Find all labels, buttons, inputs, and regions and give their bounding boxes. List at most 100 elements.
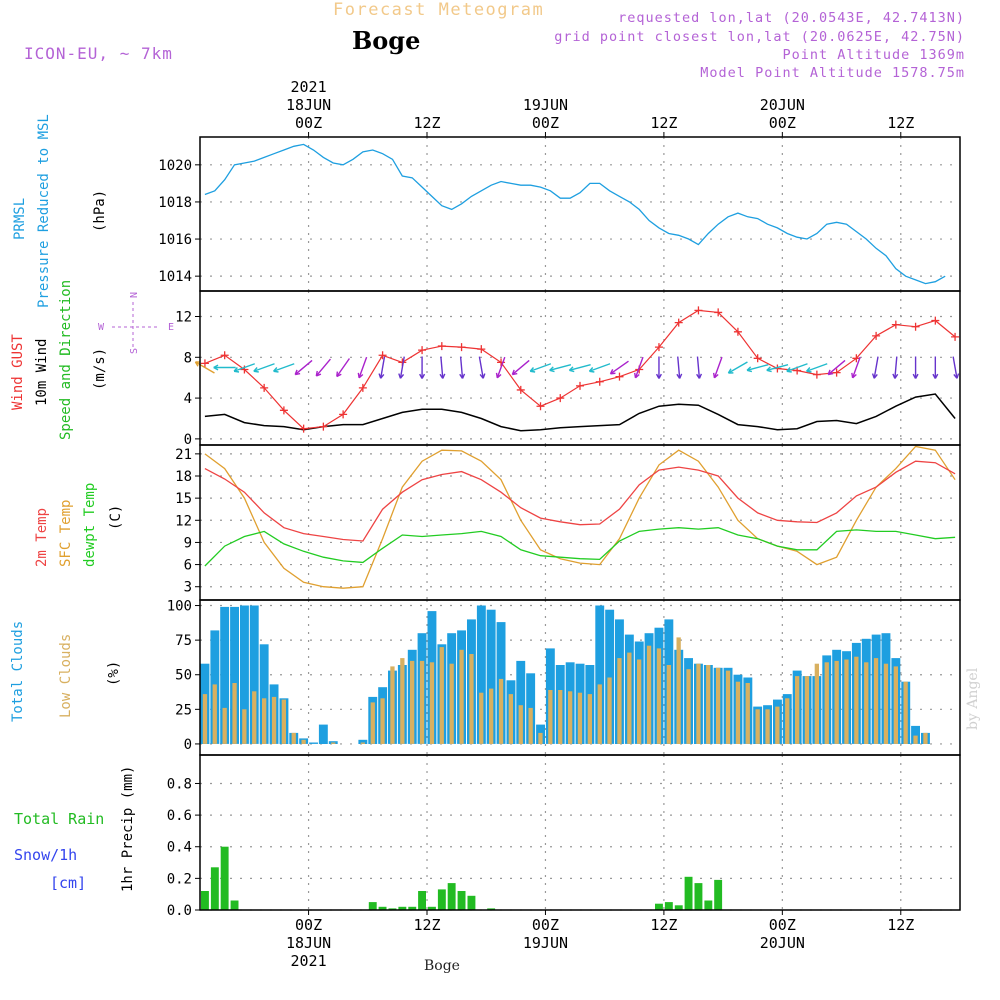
precip-label-snow: Snow/1h xyxy=(14,846,77,864)
wind-direction-arrow xyxy=(440,356,444,379)
wind-speed-line xyxy=(204,393,956,432)
low-cloud-bar xyxy=(854,656,859,744)
top-time-label: 00Z xyxy=(769,114,796,132)
total-cloud-bar xyxy=(240,605,249,744)
low-cloud-bar xyxy=(558,690,563,744)
requested-coords: requested lon,lat (20.0543E, 42.7413N) xyxy=(618,10,965,26)
wind-gust-point xyxy=(339,410,348,419)
low-cloud-bar xyxy=(370,702,375,744)
temp-y-tick-label: 9 xyxy=(184,535,192,551)
rain-bar xyxy=(388,908,397,910)
wind-y-tick-label: 0 xyxy=(184,432,192,448)
low-cloud-bar xyxy=(508,694,513,744)
wind-direction-arrowhead xyxy=(529,367,536,373)
wind-direction-arrowhead xyxy=(746,366,753,373)
footer-place-name: Boge xyxy=(424,958,460,974)
bottom-time-label: 12Z xyxy=(413,916,440,934)
total-cloud-bar xyxy=(476,605,486,744)
rain-bar xyxy=(368,902,377,910)
wind-gust-point xyxy=(832,368,841,377)
low-cloud-bar xyxy=(597,684,602,744)
rain-bar xyxy=(447,883,456,910)
wind-direction-arrow xyxy=(253,363,275,372)
low-cloud-bar xyxy=(864,662,869,744)
sfc-temp-line xyxy=(204,445,956,589)
low-cloud-bar xyxy=(725,670,731,744)
total-cloud-bar xyxy=(516,660,526,744)
top-time-label: 12Z xyxy=(650,114,677,132)
wind-direction-arrowhead xyxy=(568,366,575,373)
wind-gust-point xyxy=(615,372,624,381)
precip-unit-label: 1hr Precip (mm) xyxy=(120,766,136,892)
rain-bar xyxy=(201,891,209,910)
wind-label-direction: Speed and Direction xyxy=(58,280,74,440)
low-cloud-bar xyxy=(577,692,583,744)
temp-y-tick-label: 21 xyxy=(175,447,192,463)
precip-y-tick-label: 0.6 xyxy=(167,808,192,824)
low-cloud-bar xyxy=(617,658,622,744)
temp-label-dewpt: dewpt Temp xyxy=(82,483,98,567)
low-cloud-bar xyxy=(360,742,365,744)
cloud-unit-label: (%) xyxy=(106,661,122,686)
low-cloud-bar xyxy=(834,660,839,744)
wind-gust-point xyxy=(516,385,525,394)
cloud-y-tick-label: 0 xyxy=(184,737,192,753)
wind-direction-arrowhead xyxy=(786,367,792,373)
wind-direction-arrowhead xyxy=(479,373,486,379)
low-cloud-bar xyxy=(390,666,395,744)
wind-direction-arrowhead xyxy=(419,373,426,379)
total-cloud-bar xyxy=(309,742,318,744)
low-cloud-bar xyxy=(676,637,681,744)
cloud-label-low: Low Clouds xyxy=(58,634,74,718)
top-date-label: 18JUN xyxy=(286,96,331,114)
rain-bar xyxy=(467,895,476,910)
wind-direction-arrowhead xyxy=(827,369,834,376)
bottom-date-label: 19JUN xyxy=(523,934,568,952)
low-cloud-bar xyxy=(666,665,671,744)
wind-gust-point xyxy=(891,320,900,329)
wind-direction-arrow xyxy=(569,363,591,372)
temp-unit-label: (C) xyxy=(108,505,124,530)
total-cloud-bar xyxy=(595,605,605,744)
wind-direction-arrow xyxy=(273,363,295,372)
wind-direction-arrowhead xyxy=(712,372,719,379)
wind-gust-point xyxy=(378,351,387,360)
pressure-y-tick-label: 1018 xyxy=(158,195,192,211)
top-date-label: 19JUN xyxy=(523,96,568,114)
low-cloud-bar xyxy=(627,652,632,744)
precip-y-tick-label: 0.8 xyxy=(167,776,192,792)
wind-direction-arrow xyxy=(952,356,958,379)
precip-label-rain: Total Rain xyxy=(14,810,104,828)
pressure-y-tick-label: 1014 xyxy=(158,269,192,285)
wind-direction-arrowhead xyxy=(273,367,279,373)
rain-bar xyxy=(714,879,723,910)
temp-panel-frame xyxy=(199,444,961,601)
low-cloud-bar xyxy=(646,645,652,744)
wind-direction-arrow xyxy=(713,356,723,379)
wind-gust-point xyxy=(358,383,367,392)
temp-y-tick-label: 18 xyxy=(175,469,192,485)
rain-bar xyxy=(398,906,407,910)
wind-gust-line xyxy=(204,309,956,430)
low-cloud-bar xyxy=(538,732,543,744)
wind-gust-point xyxy=(812,370,821,379)
low-cloud-bar xyxy=(706,665,711,744)
rain-bar xyxy=(220,846,229,910)
chart-title: Forecast Meteogram xyxy=(333,0,545,20)
total-cloud-bar xyxy=(358,739,368,744)
total-cloud-bar xyxy=(486,609,496,744)
precip-y-tick-label: 0.4 xyxy=(167,840,192,856)
rain-bar xyxy=(664,902,673,910)
low-cloud-bar xyxy=(528,707,533,744)
rain-bar xyxy=(418,891,426,910)
low-cloud-bar xyxy=(479,692,484,744)
top-year-label: 2021 xyxy=(291,78,327,96)
low-cloud-bar xyxy=(419,660,425,744)
wind-direction-arrow xyxy=(746,363,769,372)
wind-label-10m: 10m Wind xyxy=(34,339,50,406)
compass-east: E xyxy=(168,322,174,333)
wind-gust-point xyxy=(694,306,703,315)
wind-direction-arrowhead xyxy=(495,372,502,379)
bottom-year-label: 2021 xyxy=(291,952,327,970)
